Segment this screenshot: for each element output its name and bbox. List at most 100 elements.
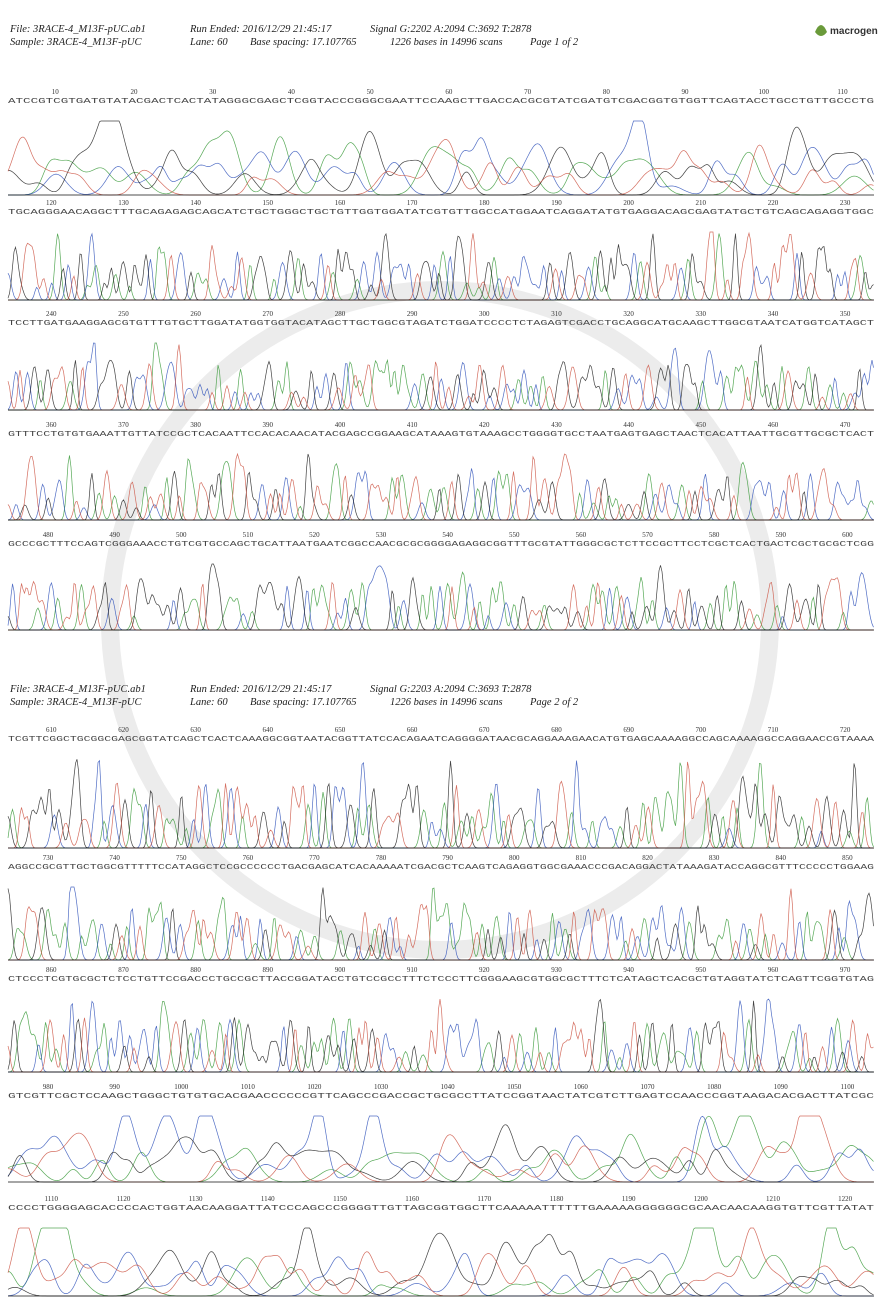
- base-position: 720: [840, 726, 851, 734]
- base-position: 360: [46, 421, 57, 429]
- base-position: 940: [623, 966, 634, 974]
- base-position: 390: [263, 421, 274, 429]
- header-spacing: Base spacing: 17.107765: [250, 37, 356, 48]
- base-position: 170: [407, 199, 418, 207]
- base-position: 1180: [550, 1195, 564, 1203]
- base-position: 880: [190, 966, 201, 974]
- base-position: 500: [176, 531, 187, 539]
- header-page: Page 2 of 2: [529, 697, 579, 708]
- base-position: 180: [479, 199, 490, 207]
- base-position: 350: [840, 310, 851, 318]
- base-position: 330: [696, 310, 707, 318]
- base-position: 430: [551, 421, 562, 429]
- base-sequence: TCCTTGATGAAGGAGCGTGTTTGTGCTTGGATATGGTGGT…: [8, 320, 875, 328]
- base-position: 1160: [405, 1195, 419, 1203]
- base-position: 900: [335, 966, 346, 974]
- base-position: 510: [243, 531, 254, 539]
- base-sequence: CCCCTGGGGAGCACCCCACTGGTAACAAGGATTATCCCAG…: [8, 1205, 875, 1213]
- base-position: 950: [696, 966, 707, 974]
- header-signal: Signal G:2202 A:2094 C:3692 T:2878: [370, 24, 532, 35]
- base-position: 250: [118, 310, 129, 318]
- base-position: 760: [243, 854, 254, 862]
- base-position: 1080: [707, 1083, 722, 1091]
- base-position: 240: [46, 310, 57, 318]
- base-position: 660: [407, 726, 418, 734]
- base-position: 820: [642, 854, 653, 862]
- base-position: 260: [190, 310, 201, 318]
- base-position: 670: [479, 726, 490, 734]
- header-page: Page 1 of 2: [529, 37, 579, 48]
- base-position: 570: [642, 531, 653, 539]
- base-position: 1050: [507, 1083, 522, 1091]
- base-position: 920: [479, 966, 490, 974]
- base-position: 310: [551, 310, 562, 318]
- base-position: 230: [840, 199, 851, 207]
- base-position: 130: [118, 199, 129, 207]
- base-position: 90: [682, 88, 690, 96]
- base-position: 840: [775, 854, 786, 862]
- base-position: 600: [842, 531, 853, 539]
- header-spacing: Base spacing: 17.107765: [250, 697, 356, 708]
- base-position: 590: [775, 531, 786, 539]
- base-position: 1200: [694, 1195, 709, 1203]
- base-position: 960: [768, 966, 779, 974]
- base-position: 1060: [574, 1083, 589, 1091]
- base-position: 380: [190, 421, 201, 429]
- page: {"logo": "macrogen", "pages": [ {"header…: [0, 0, 882, 1302]
- base-position: 320: [623, 310, 634, 318]
- base-position: 830: [709, 854, 720, 862]
- base-sequence: TGCAGGGAACAGGCTTTGCAGAGAGCAGCATCTGCTGGGC…: [8, 209, 875, 217]
- base-position: 140: [190, 199, 201, 207]
- base-position: 770: [309, 854, 320, 862]
- base-position: 630: [190, 726, 201, 734]
- base-position: 1070: [641, 1083, 656, 1091]
- base-position: 400: [335, 421, 346, 429]
- base-position: 470: [840, 421, 851, 429]
- header-sample: Sample: 3RACE-4_M13F-pUC: [10, 697, 143, 708]
- header-run-ended: Run Ended: 2016/12/29 21:45:17: [189, 24, 332, 35]
- base-position: 810: [576, 854, 587, 862]
- base-sequence: GCCCGCTTTCCAGTCGGGAAACCTGTCGTGCCAGCTGCAT…: [8, 541, 875, 549]
- base-position: 790: [442, 854, 453, 862]
- base-position: 1010: [241, 1083, 256, 1091]
- base-position: 990: [109, 1083, 120, 1091]
- base-position: 10: [52, 88, 60, 96]
- base-position: 730: [43, 854, 54, 862]
- base-position: 780: [376, 854, 387, 862]
- base-position: 650: [335, 726, 346, 734]
- base-position: 480: [43, 531, 54, 539]
- base-position: 20: [130, 88, 138, 96]
- base-position: 30: [209, 88, 217, 96]
- base-position: 1220: [838, 1195, 853, 1203]
- header-file: File: 3RACE-4_M13F-pUC.ab1: [9, 24, 146, 35]
- base-position: 750: [176, 854, 187, 862]
- base-position: 1030: [374, 1083, 389, 1091]
- base-position: 550: [509, 531, 520, 539]
- base-position: 800: [509, 854, 520, 862]
- base-position: 860: [46, 966, 57, 974]
- base-position: 60: [445, 88, 453, 96]
- base-position: 530: [376, 531, 387, 539]
- base-position: 710: [768, 726, 779, 734]
- base-position: 440: [623, 421, 634, 429]
- base-sequence: GTTTCCTGTGTGAAATTGTTATCCGCTCACAATTCCACAC…: [8, 431, 875, 439]
- header-signal: Signal G:2203 A:2094 C:3693 T:2878: [370, 684, 532, 695]
- base-position: 280: [335, 310, 346, 318]
- base-sequence: GTCGTTCGCTCCAAGCTGGGCTGTGTGCACGAACCCCCCG…: [8, 1093, 875, 1101]
- base-position: 930: [551, 966, 562, 974]
- base-position: 1040: [441, 1083, 456, 1091]
- base-position: 160: [335, 199, 346, 207]
- header-lane: Lane: 60: [189, 697, 228, 708]
- base-position: 850: [842, 854, 853, 862]
- base-position: 1020: [307, 1083, 322, 1091]
- base-position: 200: [623, 199, 634, 207]
- chromatogram-document: macrogen File: 3RACE-4_M13F-pUC.ab1Run E…: [0, 0, 882, 1302]
- base-position: 40: [288, 88, 296, 96]
- base-position: 910: [407, 966, 418, 974]
- base-position: 1130: [189, 1195, 203, 1203]
- base-position: 80: [603, 88, 611, 96]
- base-position: 120: [46, 199, 57, 207]
- base-position: 270: [263, 310, 274, 318]
- base-position: 410: [407, 421, 418, 429]
- base-position: 110: [837, 88, 848, 96]
